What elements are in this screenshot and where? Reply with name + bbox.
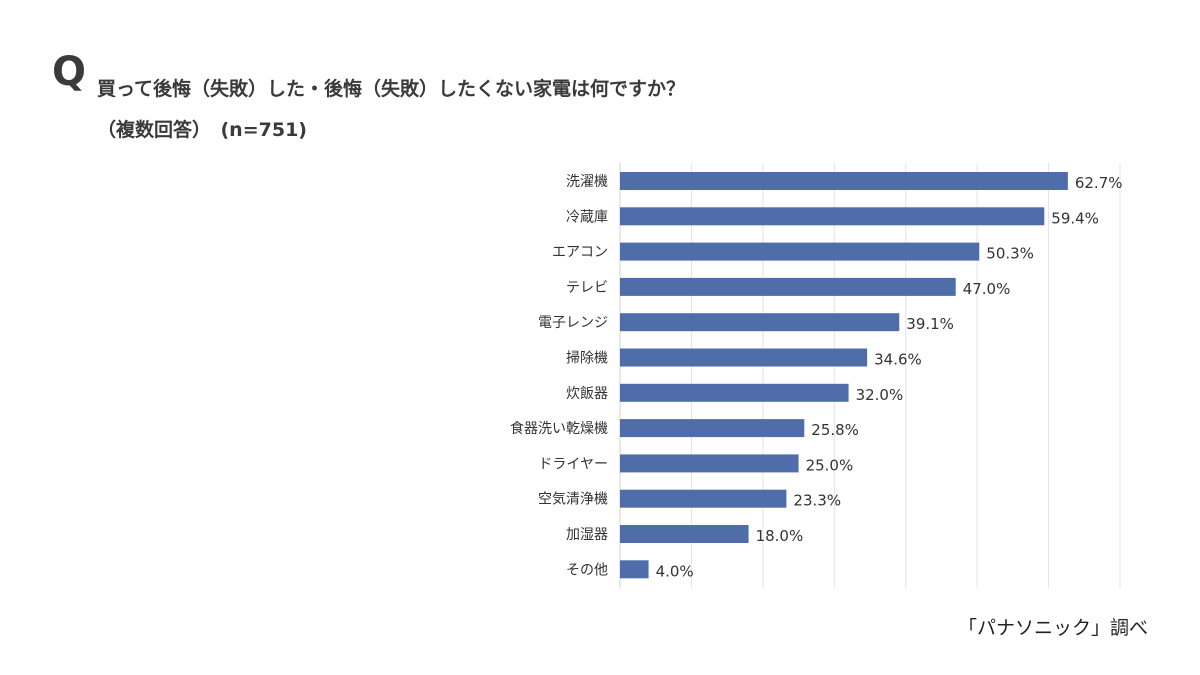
category-label: 炊飯器 xyxy=(566,385,608,402)
category-label: 空気清浄機 xyxy=(538,492,608,508)
question-subtitle: （複数回答） (n=751) xyxy=(97,119,307,141)
value-label: 59.4% xyxy=(1051,209,1099,227)
bar xyxy=(620,172,1068,190)
category-label: エアコン xyxy=(552,245,608,261)
question-mark-label: Q xyxy=(52,49,87,95)
category-label: 食器洗い乾燥機 xyxy=(510,420,608,437)
value-label: 18.0% xyxy=(756,527,804,545)
value-label: 50.3% xyxy=(986,245,1034,263)
category-label: 洗濯機 xyxy=(566,174,608,190)
bar xyxy=(620,489,787,508)
value-label: 25.0% xyxy=(806,456,854,474)
value-label: 34.6% xyxy=(874,351,922,369)
bar xyxy=(620,207,1045,226)
bar xyxy=(620,560,649,579)
value-label: 47.0% xyxy=(963,280,1011,298)
bar xyxy=(620,525,749,543)
category-label: 電子レンジ xyxy=(538,315,608,331)
value-label: 4.0% xyxy=(656,562,694,580)
category-label: その他 xyxy=(566,562,608,578)
value-label: 25.8% xyxy=(811,421,859,439)
bar xyxy=(620,454,799,473)
category-label: 掃除機 xyxy=(566,350,608,367)
value-label: 62.7% xyxy=(1075,174,1123,192)
bar xyxy=(620,419,805,438)
value-label: 39.1% xyxy=(906,315,954,333)
bar xyxy=(620,277,956,296)
bar xyxy=(620,383,849,402)
category-label: ドライヤー xyxy=(538,456,608,472)
bar xyxy=(620,348,868,367)
bar xyxy=(620,313,900,332)
value-label: 32.0% xyxy=(856,386,904,404)
category-label: テレビ xyxy=(566,280,608,296)
category-label: 冷蔵庫 xyxy=(566,208,608,225)
bar xyxy=(620,242,980,261)
category-label: 加湿器 xyxy=(566,527,608,543)
value-label: 23.3% xyxy=(793,492,841,510)
question-title: 買って後悔（失敗）した・後悔（失敗）したくない家電は何ですか？ xyxy=(97,78,686,100)
source-note: 「パナソニック」調べ xyxy=(957,617,1148,639)
